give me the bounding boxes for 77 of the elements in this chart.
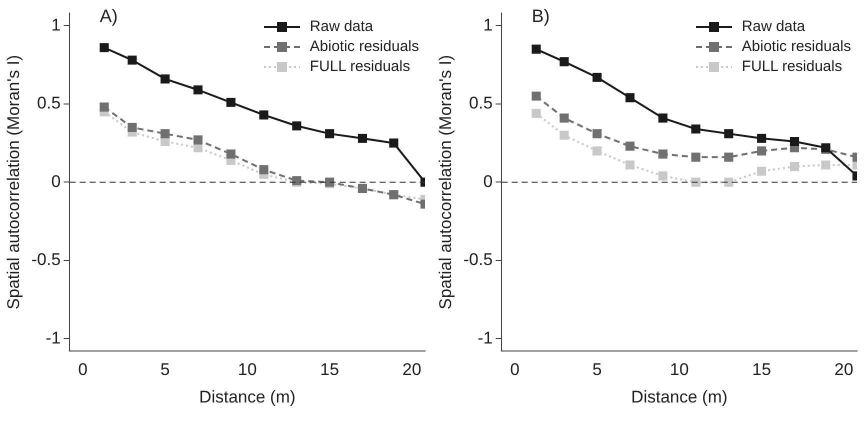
y-tick-label: -0.5: [463, 250, 493, 270]
x-tick-label: 10: [670, 360, 689, 380]
point: [532, 44, 541, 54]
point: [259, 110, 268, 120]
y-tick-label: 0.5: [37, 94, 61, 113]
y-tick-label: 1: [483, 15, 493, 34]
point: [100, 102, 109, 112]
legend-label: Abiotic residuals: [742, 37, 851, 58]
point: [724, 129, 734, 138]
chart-title: B): [532, 6, 550, 26]
point: [160, 74, 170, 84]
y-tick-label: 1: [51, 15, 61, 34]
y-tick-label: -1: [46, 328, 61, 348]
point: [625, 142, 635, 151]
x-tick-label: 0: [78, 360, 88, 380]
point: [128, 56, 137, 65]
x-tick-label: 5: [160, 360, 170, 380]
point: [532, 108, 541, 118]
point: [226, 150, 236, 159]
point: [658, 171, 668, 180]
point: [226, 98, 236, 107]
point: [560, 57, 569, 66]
point: [292, 121, 302, 130]
point: [325, 129, 334, 138]
x-tick-label: 10: [238, 360, 257, 380]
x-tick-label: 20: [834, 360, 854, 380]
point: [160, 129, 170, 138]
y-tick-label: 0: [51, 172, 61, 191]
legend-label: Abiotic residuals: [310, 37, 419, 58]
y-tick-label: 0.5: [469, 94, 493, 113]
x-tick-label: 15: [752, 360, 772, 380]
point: [128, 122, 137, 132]
point: [625, 93, 635, 102]
y-tick-label: 0: [483, 172, 493, 191]
point: [724, 152, 734, 162]
y-axis-title: Spatial autocorrelation (Moran's I): [4, 54, 23, 310]
point: [790, 162, 800, 172]
point: [592, 72, 602, 82]
point: [790, 136, 800, 146]
point: [358, 134, 368, 143]
legend-label: FULL residuals: [742, 57, 842, 78]
point: [757, 166, 766, 176]
point: [691, 152, 700, 162]
point: [757, 134, 766, 143]
x-axis-title: Distance (m): [631, 387, 728, 406]
x-tick-label: 5: [592, 360, 602, 380]
point: [658, 114, 668, 123]
point: [724, 178, 734, 187]
point: [757, 146, 766, 156]
point: [560, 114, 569, 123]
y-tick-label: -1: [478, 328, 493, 348]
point: [625, 160, 635, 170]
point: [821, 160, 830, 170]
legend-label: Raw data: [742, 17, 806, 38]
y-tick-label: -0.5: [31, 250, 61, 270]
y-axis-title: Spatial autocorrelation (Moran's I): [436, 54, 455, 310]
point: [658, 150, 668, 159]
point: [259, 165, 268, 174]
point: [532, 92, 541, 101]
point: [193, 143, 203, 152]
point: [100, 43, 109, 52]
legend-label: FULL residuals: [310, 57, 410, 78]
legend-label: Raw data: [310, 17, 374, 38]
x-tick-label: 20: [402, 360, 422, 380]
point: [592, 146, 602, 156]
point: [592, 129, 602, 138]
point: [691, 124, 700, 134]
point: [389, 138, 398, 148]
x-tick-label: 15: [320, 360, 340, 380]
point: [160, 136, 170, 146]
point: [193, 85, 203, 94]
chart-title: A): [100, 6, 118, 26]
point: [691, 178, 700, 187]
x-axis-title: Distance (m): [199, 387, 296, 406]
point: [560, 130, 569, 140]
point: [193, 135, 203, 144]
x-tick-label: 0: [510, 360, 520, 380]
